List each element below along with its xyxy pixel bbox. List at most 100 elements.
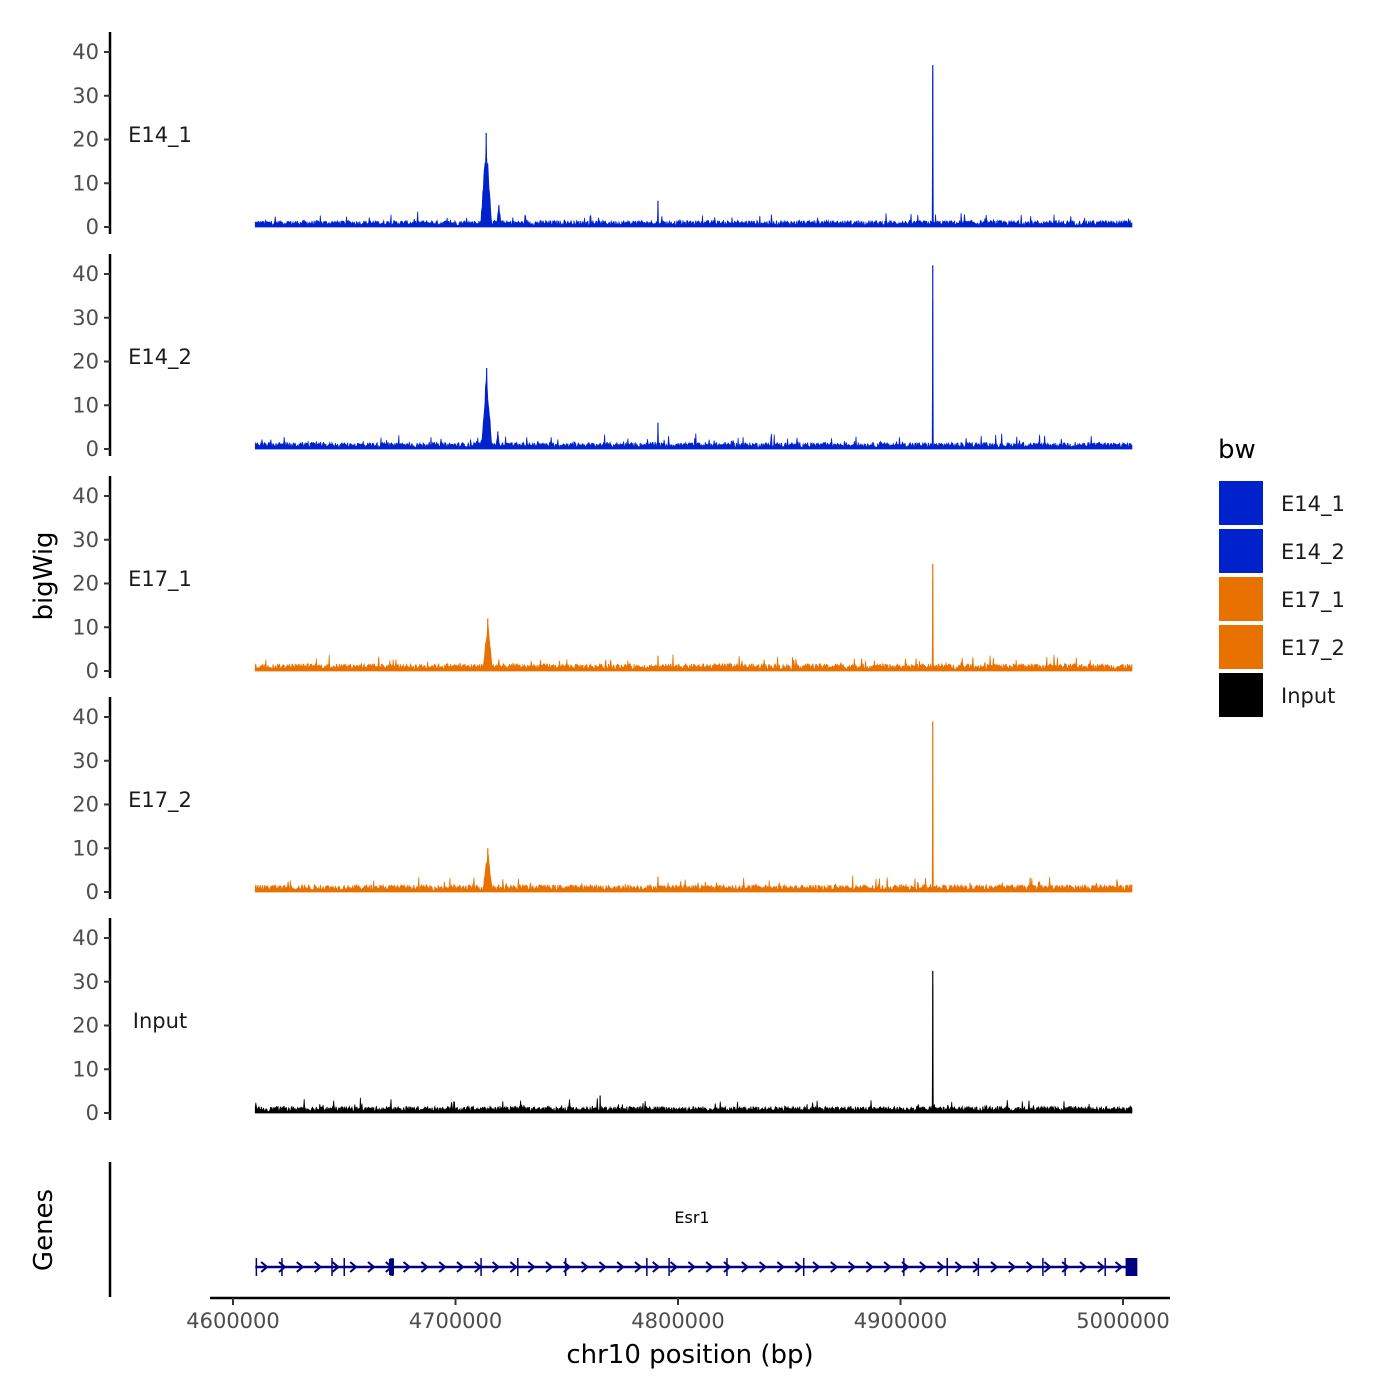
x-axis: 4600000 4700000 4800000 4900000 5000000 — [186, 1296, 1170, 1333]
signal-area-Input — [254, 984, 1133, 1114]
strand-arrow — [1025, 1261, 1035, 1273]
strand-arrow — [1043, 1261, 1052, 1273]
y-tick-label-E14_2-0: 0 — [86, 437, 99, 461]
y-tick-label-E17_1-20: 20 — [72, 572, 99, 596]
y-tick-label-E17_2-30: 30 — [72, 749, 99, 773]
y-tick-label-E14_2-20: 20 — [72, 350, 99, 374]
legend-key-E14_1 — [1217, 479, 1265, 527]
y-tick-label-E14_2-30: 30 — [72, 306, 99, 330]
x-axis-title: chr10 position (bp) — [566, 1340, 813, 1370]
strand-arrow — [865, 1261, 874, 1273]
y-tick-label-E14_1-0: 0 — [86, 215, 99, 239]
legend-key-E17_2 — [1217, 623, 1265, 671]
y-tick-label-E17_2-40: 40 — [72, 705, 99, 729]
strand-arrow — [972, 1261, 981, 1273]
strand-arrow — [438, 1261, 447, 1273]
y-tick-label-E14_1-40: 40 — [72, 40, 99, 64]
legend-label-E17_1: E17_1 — [1281, 588, 1345, 613]
strand-arrow — [669, 1261, 679, 1273]
y-tick-label-E14_1-20: 20 — [72, 128, 99, 152]
strand-arrow — [705, 1261, 714, 1273]
strand-arrow — [278, 1261, 287, 1273]
strand-arrow — [313, 1261, 323, 1273]
strand-arrow — [349, 1261, 358, 1273]
y-tick-label-E14_2-10: 10 — [72, 393, 99, 417]
y-tick-label-E17_1-10: 10 — [72, 615, 99, 639]
legend: bw E14_1 E14_2 E17_1 E17_2 Input — [1217, 435, 1345, 719]
signal-area-E14_2 — [254, 299, 1133, 450]
x-tick-label-5000000: 5000000 — [1076, 1309, 1170, 1333]
strand-arrow — [598, 1261, 607, 1273]
legend-key-Input — [1217, 671, 1265, 719]
strand-arrow — [723, 1261, 732, 1273]
y-tick-label-E17_2-10: 10 — [72, 836, 99, 860]
strand-arrow — [847, 1261, 857, 1273]
strand-arrow — [1079, 1261, 1088, 1273]
exon-block-end — [1126, 1258, 1138, 1276]
strand-arrow — [936, 1261, 946, 1273]
y-tick-label-E17_1-40: 40 — [72, 484, 99, 508]
panel-E14_2: 0 10 20 30 40 E14_2 — [72, 254, 1133, 461]
panel-E14_1: 0 10 20 30 40 E14_1 — [72, 32, 1133, 239]
strand-arrow — [1097, 1261, 1106, 1273]
genes-track: Esr1 — [108, 1162, 1138, 1297]
signal-area-E14_1 — [254, 72, 1133, 228]
strand-arrow — [545, 1261, 554, 1273]
strand-arrow — [527, 1261, 536, 1273]
panel-label-E17_2: E17_2 — [128, 788, 192, 813]
strand-arrow — [741, 1261, 750, 1273]
panel-E17_1: 0 10 20 30 40 E17_1 — [72, 476, 1133, 683]
strand-arrow — [776, 1261, 785, 1273]
exon-block — [388, 1259, 394, 1275]
strand-arrow — [491, 1261, 501, 1273]
x-tick-label-4600000: 4600000 — [186, 1309, 280, 1333]
strand-arrow — [509, 1261, 518, 1273]
strand-arrow — [331, 1261, 340, 1273]
genes-track-title: Genes — [29, 1189, 59, 1271]
strand-arrow — [830, 1261, 839, 1273]
strand-arrow — [954, 1261, 963, 1273]
y-tick-label-Input-20: 20 — [72, 1014, 99, 1038]
strand-arrow — [296, 1261, 305, 1273]
panel-Input: 0 10 20 30 40 Input — [72, 918, 1133, 1125]
strand-arrow — [812, 1261, 821, 1273]
y-tick-label-E17_2-20: 20 — [72, 793, 99, 817]
x-tick-label-4900000: 4900000 — [854, 1309, 948, 1333]
strand-arrow — [1008, 1261, 1017, 1273]
strand-arrow — [652, 1261, 661, 1273]
y-tick-label-Input-10: 10 — [72, 1057, 99, 1081]
legend-label-E17_2: E17_2 — [1281, 636, 1345, 661]
strand-arrow — [1114, 1261, 1124, 1273]
strand-arrow — [456, 1261, 465, 1273]
strand-arrow — [758, 1261, 768, 1273]
y-tick-label-E17_1-30: 30 — [72, 528, 99, 552]
panel-label-E14_2: E14_2 — [128, 345, 192, 370]
legend-label-Input: Input — [1281, 684, 1335, 708]
strand-arrow — [990, 1261, 999, 1273]
panel-E17_2: 0 10 20 30 40 E17_2 — [72, 697, 1133, 904]
legend-key-E14_2 — [1217, 527, 1265, 575]
signal-area-E17_1 — [254, 579, 1133, 672]
x-tick-label-4800000: 4800000 — [631, 1309, 725, 1333]
panel-label-E17_1: E17_1 — [128, 567, 192, 592]
y-tick-label-Input-30: 30 — [72, 970, 99, 994]
strand-arrow — [883, 1261, 892, 1273]
strand-arrow — [402, 1261, 412, 1273]
y-tick-label-Input-40: 40 — [72, 926, 99, 950]
legend-title: bw — [1218, 435, 1256, 465]
strand-arrow — [1061, 1261, 1070, 1273]
y-tick-label-E17_2-0: 0 — [86, 880, 99, 904]
strand-arrow — [919, 1261, 928, 1273]
y-tick-label-E14_1-30: 30 — [72, 84, 99, 108]
strand-arrow — [580, 1261, 590, 1273]
strand-arrow — [367, 1261, 376, 1273]
y-tick-label-E17_1-0: 0 — [86, 659, 99, 683]
signal-panels: 0 10 20 30 40 E14_1 0 10 20 30 40 E14_2 0 10 20 30 40 E17… — [72, 32, 1133, 1125]
strand-arrow — [616, 1261, 625, 1273]
y-tick-label-E14_1-10: 10 — [72, 171, 99, 195]
strand-arrow — [260, 1261, 269, 1273]
strand-arrow — [634, 1261, 643, 1273]
panel-label-E14_1: E14_1 — [128, 123, 192, 148]
strand-arrow — [420, 1261, 429, 1273]
